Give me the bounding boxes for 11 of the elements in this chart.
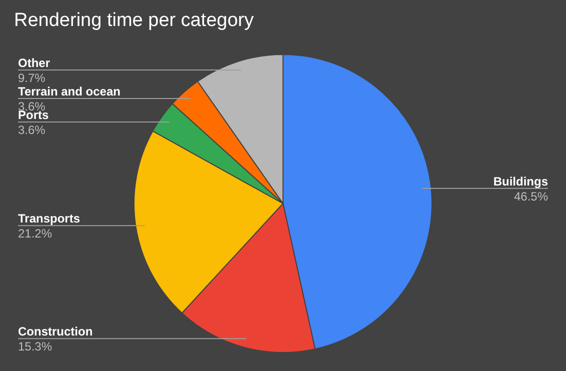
data-label: 3.6% xyxy=(18,123,46,138)
slice-label: Terrain and ocean xyxy=(18,84,120,99)
slice-label: Transports xyxy=(18,212,80,226)
data-label: 9.7% xyxy=(18,70,46,85)
slice-label: Buildings xyxy=(493,174,548,188)
data-label: 46.5% xyxy=(514,189,548,204)
data-label: 21.2% xyxy=(18,226,52,241)
slice-label: Other xyxy=(18,56,50,70)
chart-title: Rendering time per category xyxy=(14,10,254,31)
data-label: 15.3% xyxy=(18,340,52,354)
slice-label: Construction xyxy=(18,324,93,339)
